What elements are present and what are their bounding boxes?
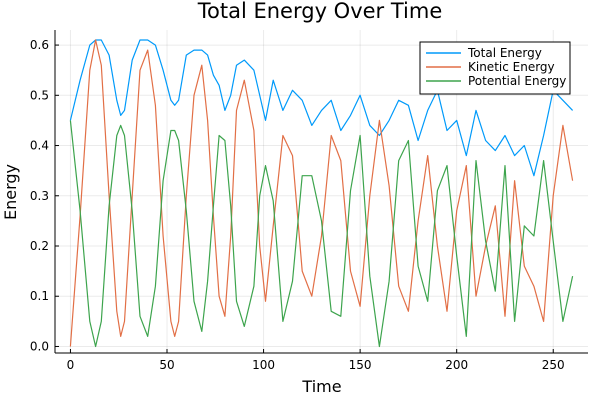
- y-tick-label: 0.1: [30, 289, 49, 303]
- y-tick-label: 0.3: [30, 189, 49, 203]
- series-line-kinetic-energy: [69, 39, 574, 347]
- x-tick-label: 0: [67, 358, 75, 372]
- x-tick-label: 200: [445, 358, 468, 372]
- y-tick-label: 0.6: [30, 38, 49, 52]
- legend: Total Energy Kinetic Energy Potential En…: [419, 41, 571, 95]
- x-tick-label: 100: [252, 358, 275, 372]
- y-tick-label: 0.4: [30, 139, 49, 153]
- x-tick-label: 150: [349, 358, 372, 372]
- y-tick-label: 0.0: [30, 339, 49, 353]
- legend-box: [419, 41, 571, 95]
- chart-title: Total Energy Over Time: [197, 0, 443, 23]
- x-axis: 0 50 100 150 200 250: [55, 349, 588, 372]
- y-tick-label: 0.2: [30, 239, 49, 253]
- y-axis: 0.0 0.1 0.2 0.3 0.4 0.5 0.6: [30, 30, 59, 353]
- series-layer: [69, 39, 574, 348]
- y-tick-label: 0.5: [30, 88, 49, 102]
- x-tick-label: 250: [542, 358, 565, 372]
- legend-label-kinetic-energy: Kinetic Energy: [468, 60, 555, 74]
- series-line-potential-energy: [69, 120, 574, 348]
- series-line-total-energy: [69, 39, 574, 177]
- legend-label-potential-energy: Potential Energy: [468, 74, 566, 88]
- legend-label-total-energy: Total Energy: [467, 46, 542, 60]
- x-axis-label: Time: [301, 377, 341, 396]
- y-axis-label: Energy: [1, 164, 20, 220]
- x-tick-label: 50: [159, 358, 174, 372]
